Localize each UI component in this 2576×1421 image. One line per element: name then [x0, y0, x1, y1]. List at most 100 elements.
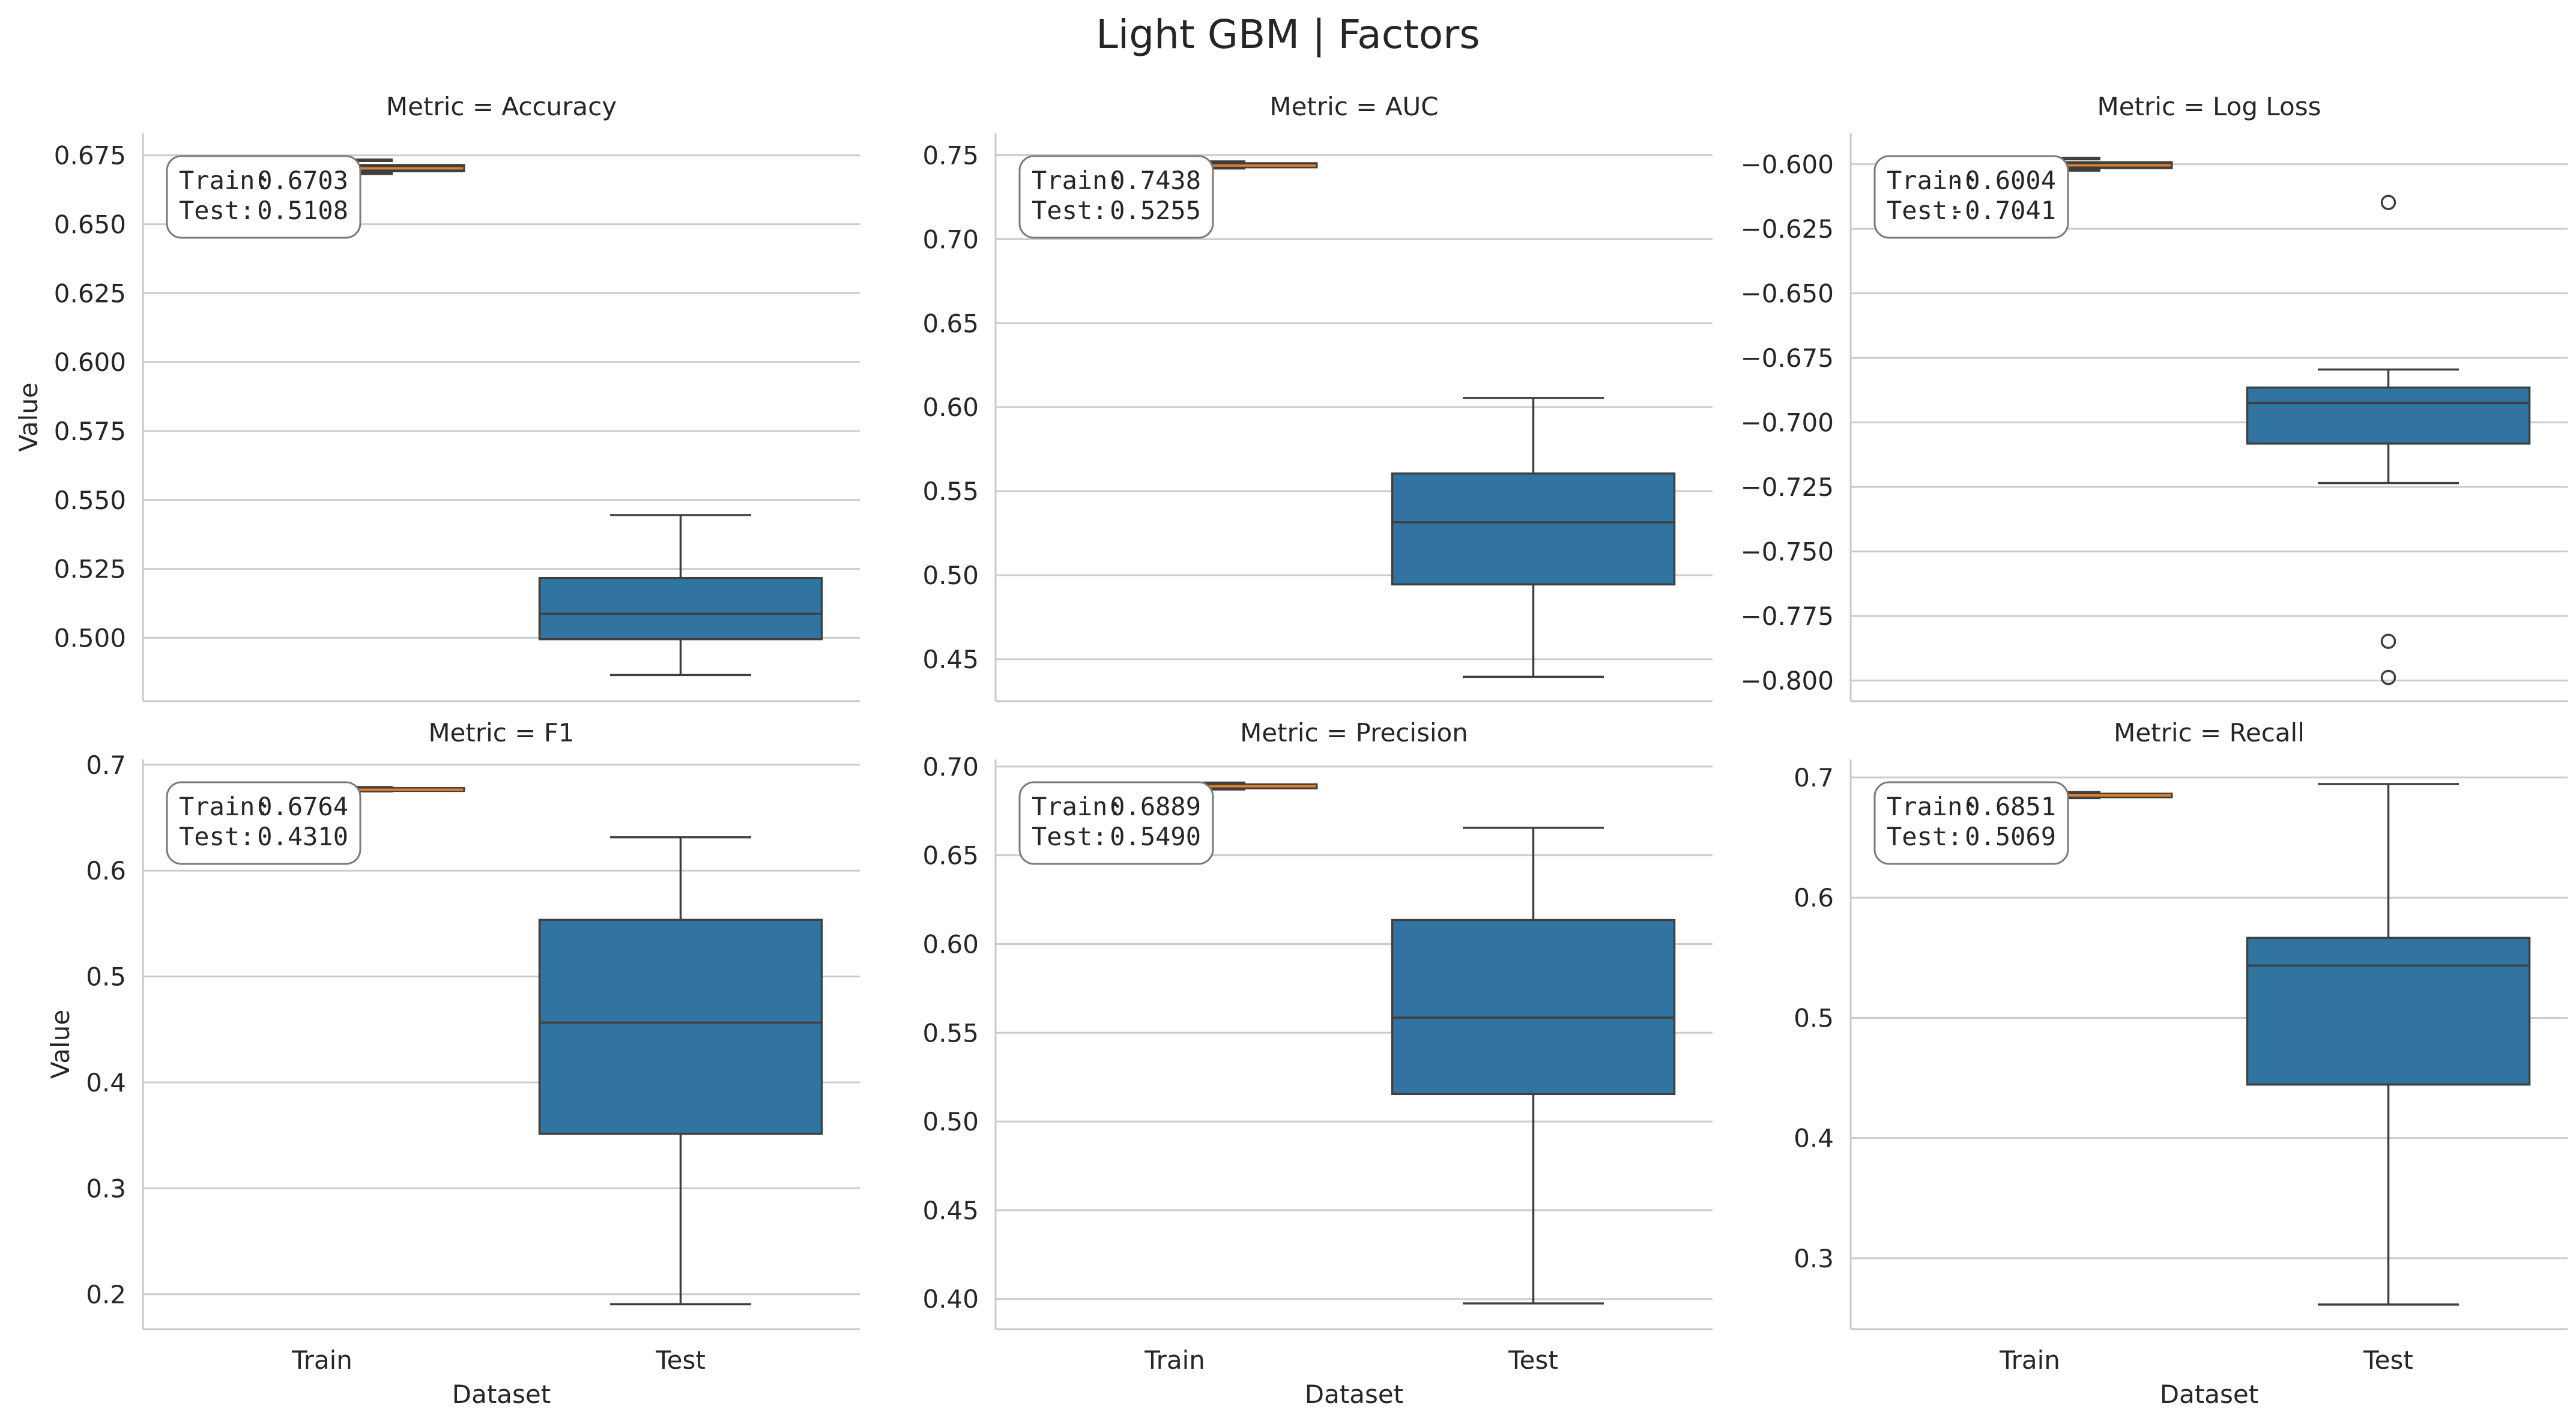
facet-panel: Metric = AUC 0.45 0.50 0.55 0.60 0.65 0.70 0.75…: [922, 92, 1713, 702]
x-tick-label: Test: [655, 1345, 706, 1375]
y-tick-label: 0.3: [1794, 1244, 1834, 1273]
y-tick-label: 0.65: [922, 309, 979, 338]
annotation-train-label: Train:: [1032, 166, 1123, 195]
y-tick-label: 0.55: [922, 1018, 979, 1048]
y-tick-label: −0.625: [1741, 214, 1834, 244]
outlier-point: [2380, 669, 2396, 686]
y-tick-label: 0.70: [922, 752, 979, 782]
annotation-test-label: Test:: [179, 196, 255, 225]
stats-annotation-box: [1873, 781, 2069, 865]
y-tick-label: 0.525: [54, 555, 126, 584]
y-tick-label: 0.6: [1794, 883, 1834, 913]
y-tick-label: 0.500: [54, 623, 126, 653]
facet-panel: Metric = Precision 0.40 0.45 0.50 0.55 0.60 0.…: [922, 718, 1713, 1409]
stats-annotation-box: [1018, 781, 1214, 865]
box-test: [538, 514, 823, 677]
facet-grid: Metric = Accuracy 0.500 0.525 0.550 0.575 0.6…: [14, 92, 2568, 1409]
outlier-point: [2380, 195, 2396, 210]
y-tick-label: −0.750: [1741, 537, 1834, 567]
annotation-test-value: 0.5490: [1110, 822, 1201, 851]
annotation-train-label: Train:: [179, 166, 270, 195]
y-tick-label: 0.40: [922, 1285, 979, 1314]
annotation-test-label: Test:: [179, 822, 255, 851]
facet-panel: Metric = Log Loss −0.800 −0.775 −0.750 −0.72…: [1741, 92, 2568, 702]
y-tick-label: 0.600: [54, 348, 126, 377]
box-iqr: [2246, 937, 2531, 1086]
stats-annotation-box: [166, 781, 361, 865]
y-tick-label: 0.45: [922, 1196, 979, 1225]
y-tick-label: 0.4: [1794, 1124, 1834, 1153]
figure-title: Light GBM | Factors: [1096, 11, 1480, 58]
y-tick-label: 0.75: [922, 140, 979, 170]
annotation-test-value: -0.7041: [1950, 196, 2056, 225]
y-tick-label: 0.7: [86, 750, 126, 780]
y-tick-label: 0.55: [922, 477, 979, 506]
box-test: [2246, 195, 2531, 686]
facet-panel: Metric = Accuracy 0.500 0.525 0.550 0.575 0.6…: [14, 92, 860, 702]
stats-annotation-box: [166, 155, 361, 239]
facet-title: Metric = Log Loss: [2097, 92, 2321, 121]
annotation-train-value: 0.6889: [1110, 792, 1201, 821]
y-tick-label: 0.2: [86, 1280, 126, 1309]
box-test: [538, 836, 823, 1306]
y-tick-label: 0.4: [86, 1068, 126, 1097]
box-test: [2246, 783, 2531, 1306]
x-axis-label: Dataset: [2160, 1380, 2258, 1409]
y-tick-label: −0.725: [1741, 472, 1834, 502]
annotation-train-value: 0.7438: [1110, 166, 1201, 195]
y-axis-label: Value: [46, 1010, 75, 1079]
y-tick-label: 0.575: [54, 417, 126, 446]
facet-panel: Metric = Recall 0.3 0.4 0.5 0.6 0.7 Train:0.68…: [1794, 718, 2568, 1409]
facet-title: Metric = AUC: [1269, 92, 1438, 121]
y-tick-label: 0.3: [86, 1174, 126, 1203]
box-iqr: [538, 576, 823, 641]
y-tick-label: 0.45: [922, 645, 979, 674]
y-tick-label: 0.675: [54, 141, 126, 170]
facet-title: Metric = Precision: [1240, 718, 1468, 747]
x-tick-label: Test: [2363, 1345, 2413, 1375]
y-tick-label: 0.7: [1794, 763, 1834, 792]
annotation-train-label: Train:: [1887, 166, 1978, 195]
annotation-train-value: 0.6764: [257, 792, 348, 821]
x-tick-label: Train: [1144, 1345, 1205, 1375]
annotation-train-value: 0.6851: [1965, 792, 2056, 821]
box-iqr: [2246, 386, 2531, 445]
facet-title: Metric = Recall: [2114, 718, 2305, 747]
annotation-test-value: 0.5069: [1965, 822, 2056, 851]
box-test: [1391, 827, 1676, 1305]
annotation-test-value: 0.4310: [257, 822, 348, 851]
annotation-test-label: Test:: [1032, 822, 1107, 851]
y-axis-label: Value: [14, 382, 43, 451]
facet-title: Metric = Accuracy: [386, 92, 617, 121]
y-tick-label: 0.550: [54, 486, 126, 515]
y-tick-label: 0.60: [922, 929, 979, 959]
y-tick-label: −0.800: [1741, 666, 1834, 696]
y-tick-label: −0.600: [1741, 150, 1834, 180]
y-tick-label: 0.50: [922, 1107, 979, 1136]
y-tick-label: −0.775: [1741, 602, 1834, 631]
y-tick-label: 0.70: [922, 225, 979, 254]
annotation-train-value: -0.6004: [1950, 166, 2056, 195]
annotation-test-label: Test:: [1887, 822, 1962, 851]
annotation-train-label: Train:: [179, 792, 270, 821]
annotation-test-label: Test:: [1887, 196, 1962, 225]
stats-annotation-box: [1873, 155, 2069, 239]
y-tick-label: 0.5: [1794, 1003, 1834, 1033]
y-tick-label: 0.60: [922, 393, 979, 422]
y-tick-label: 0.625: [54, 279, 126, 308]
facet-title: Metric = F1: [428, 718, 574, 747]
annotation-train-label: Train:: [1887, 792, 1978, 821]
x-tick-label: Train: [1999, 1345, 2060, 1375]
y-tick-label: 0.650: [54, 210, 126, 240]
box-test: [1391, 397, 1676, 678]
box-iqr: [1391, 919, 1676, 1096]
x-tick-label: Train: [291, 1345, 352, 1375]
annotation-train-label: Train:: [1032, 792, 1123, 821]
annotation-test-value: 0.5108: [257, 196, 348, 225]
annotation-train-value: 0.6703: [257, 166, 348, 195]
y-tick-label: −0.650: [1741, 279, 1834, 309]
y-tick-label: 0.65: [922, 841, 979, 870]
y-tick-label: 0.50: [922, 561, 979, 590]
